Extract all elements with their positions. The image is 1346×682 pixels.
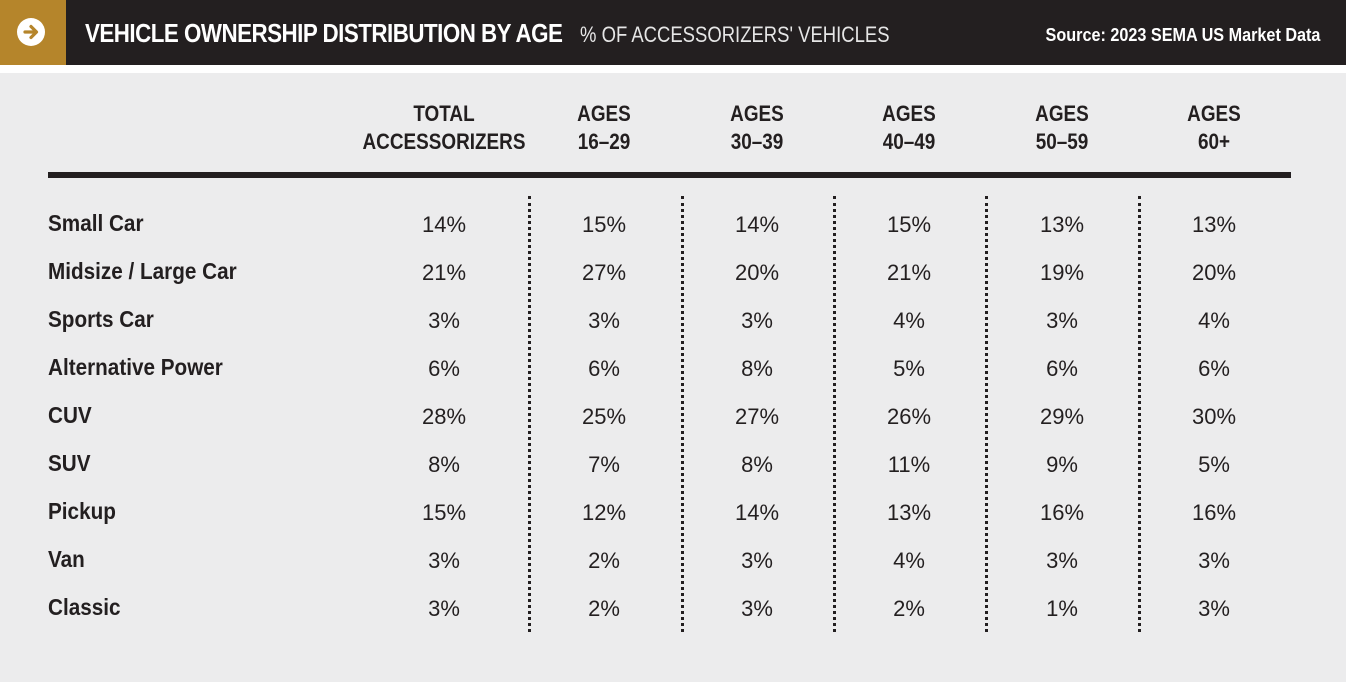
table-cell: 7% (588, 452, 620, 477)
table-cell: 15% (421, 500, 467, 525)
column-header-line2: 60+ (1197, 129, 1231, 154)
table-cell: 12% (581, 500, 627, 525)
arrow-right-circle-icon (17, 18, 45, 46)
table-cell: 16% (1039, 500, 1085, 525)
column-header: AGES 30–39 (671, 100, 843, 156)
table-cell: 3% (1046, 308, 1078, 333)
column-header: AGES 16–29 (518, 100, 690, 156)
table-cell: 14% (734, 500, 780, 525)
table-cell: 3% (428, 308, 460, 333)
table-cell: 28% (421, 404, 467, 429)
table-cell: 14% (421, 212, 467, 237)
column-header-line1: AGES (1035, 101, 1089, 126)
table-cell: 3% (428, 548, 460, 573)
table-cell: 1% (1046, 596, 1078, 621)
row-label: Van (48, 546, 85, 572)
table-cell: 6% (428, 356, 460, 381)
column-header-line1: TOTAL (413, 101, 475, 126)
table-cell: 30% (1191, 404, 1237, 429)
table-cell: 20% (734, 260, 780, 285)
row-label: Classic (48, 594, 121, 620)
row-label: SUV (48, 450, 91, 476)
row-label: Sports Car (48, 306, 154, 332)
column-header-line2: ACCESSORIZERS (362, 129, 526, 154)
column-divider (681, 196, 684, 632)
row-label: Midsize / Large Car (48, 258, 237, 284)
table-cell: 26% (886, 404, 932, 429)
table-cell: 13% (1191, 212, 1237, 237)
table-cell: 2% (893, 596, 925, 621)
column-header: AGES 40–49 (823, 100, 995, 156)
column-divider (985, 196, 988, 632)
table-cell: 3% (741, 308, 773, 333)
table-cell: 19% (1039, 260, 1085, 285)
row-label: Small Car (48, 210, 144, 236)
table-cell: 13% (886, 500, 932, 525)
column-divider (528, 196, 531, 632)
table-cell: 15% (886, 212, 932, 237)
chart-title-group: VEHICLE OWNERSHIP DISTRIBUTION BY AGE % … (85, 18, 890, 49)
table-cell: 25% (581, 404, 627, 429)
table-cell: 6% (1198, 356, 1230, 381)
table-cell: 29% (1039, 404, 1085, 429)
table-cell: 3% (741, 548, 773, 573)
chart-subtitle: % OF ACCESSORIZERS' VEHICLES (580, 22, 890, 47)
chart-title: VEHICLE OWNERSHIP DISTRIBUTION BY AGE (85, 18, 563, 48)
column-header-line1: AGES (882, 101, 936, 126)
column-header-line1: AGES (1187, 101, 1241, 126)
table-cell: 27% (734, 404, 780, 429)
column-header-line2: 40–49 (882, 129, 936, 154)
column-header-line2: 30–39 (730, 129, 784, 154)
table-cell: 8% (428, 452, 460, 477)
table-cell: 15% (581, 212, 627, 237)
table-cell: 13% (1039, 212, 1085, 237)
header-bar: VEHICLE OWNERSHIP DISTRIBUTION BY AGE % … (0, 0, 1346, 65)
table-cell: 3% (741, 596, 773, 621)
column-header-line1: AGES (730, 101, 784, 126)
table-cell: 2% (588, 548, 620, 573)
table-cell: 4% (893, 548, 925, 573)
table-cell: 4% (1198, 308, 1230, 333)
column-header-line2: 16–29 (577, 129, 631, 154)
table-cell: 27% (581, 260, 627, 285)
table-cell: 2% (588, 596, 620, 621)
column-header-line2: 50–59 (1035, 129, 1089, 154)
table-cell: 21% (886, 260, 932, 285)
table-cell: 21% (421, 260, 467, 285)
table-cell: 16% (1191, 500, 1237, 525)
table-cell: 3% (1198, 596, 1230, 621)
table-cell: 3% (1046, 548, 1078, 573)
table-cell: 8% (741, 452, 773, 477)
table-cell: 20% (1191, 260, 1237, 285)
row-label: Alternative Power (48, 354, 223, 380)
row-label: Pickup (48, 498, 116, 524)
table-cell: 4% (893, 308, 925, 333)
source-note: Source: 2023 SEMA US Market Data (1045, 25, 1320, 45)
table-cell: 14% (734, 212, 780, 237)
table-cell: 3% (428, 596, 460, 621)
table-cell: 11% (887, 452, 931, 477)
table-cell: 5% (1198, 452, 1230, 477)
row-label: CUV (48, 402, 92, 428)
column-header: AGES 60+ (1128, 100, 1300, 156)
table-cell: 5% (893, 356, 925, 381)
column-header-line1: AGES (577, 101, 631, 126)
column-header: AGES 50–59 (976, 100, 1148, 156)
table-cell: 6% (1046, 356, 1078, 381)
header-rule (48, 172, 1291, 178)
column-header: TOTAL ACCESSORIZERS (358, 100, 530, 156)
table-cell: 9% (1046, 452, 1078, 477)
table-cell: 3% (588, 308, 620, 333)
column-divider (833, 196, 836, 632)
table-cell: 6% (588, 356, 620, 381)
column-divider (1138, 196, 1141, 632)
accent-box (0, 0, 66, 65)
table-cell: 8% (741, 356, 773, 381)
table-cell: 3% (1198, 548, 1230, 573)
